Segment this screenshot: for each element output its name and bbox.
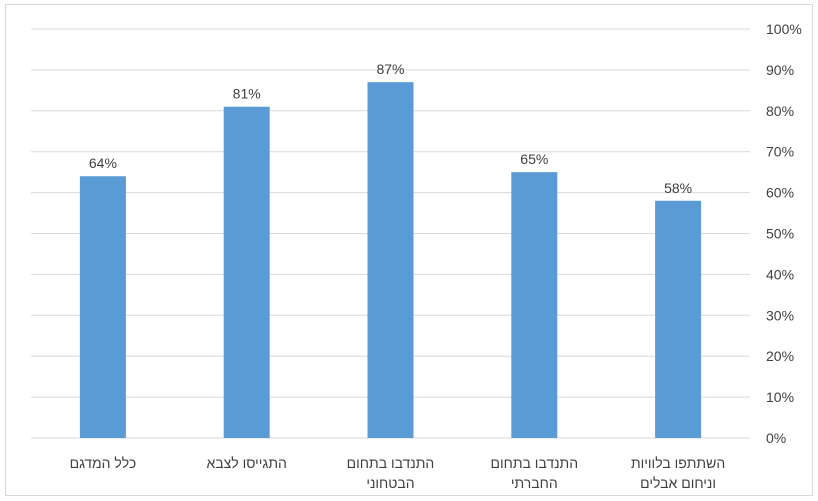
data-label: 87% [376, 61, 404, 77]
x-category-label: התגייסו לצבא [207, 455, 287, 471]
x-category-label: הבטחוני [366, 475, 414, 491]
bar-3 [223, 106, 270, 439]
data-label: 81% [233, 86, 261, 102]
y-tick-label: 70% [766, 144, 794, 160]
x-category-label: החברתי [511, 475, 558, 491]
y-tick-label: 40% [766, 266, 794, 282]
y-tick-label: 30% [766, 307, 794, 323]
y-tick-label: 10% [766, 389, 794, 405]
data-label: 58% [664, 180, 692, 196]
x-category-label: כלל המדגם [70, 455, 137, 471]
y-tick-label: 50% [766, 226, 794, 242]
x-category-label: השתתפו בלוויות [631, 455, 725, 471]
bar-1 [511, 172, 558, 438]
data-label: 64% [89, 155, 117, 171]
x-category-label: התנדבו בתחום [490, 455, 578, 471]
bar-0 [655, 200, 702, 438]
y-tick-label: 20% [766, 348, 794, 364]
bar-2 [367, 82, 414, 439]
y-tick-label: 100% [766, 21, 802, 37]
bar-4 [79, 176, 126, 439]
data-label: 65% [520, 151, 548, 167]
y-tick-label: 80% [766, 103, 794, 119]
y-tick-label: 0% [766, 430, 786, 446]
x-category-label: וניחום אבלים [640, 475, 716, 491]
y-tick-label: 90% [766, 62, 794, 78]
y-tick-label: 60% [766, 185, 794, 201]
x-category-label: התנדבו בתחום [347, 455, 435, 471]
